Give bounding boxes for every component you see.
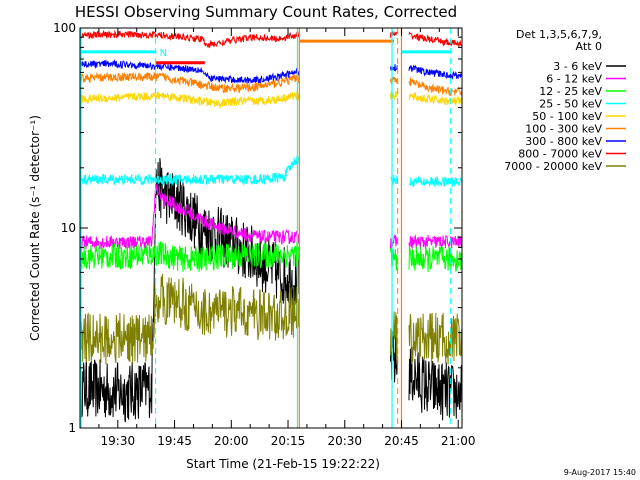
timestamp: 9-Aug-2017 15:40 — [564, 468, 636, 477]
x-tick-label: 20:00 — [214, 434, 249, 448]
x-tick-label: 19:30 — [101, 434, 136, 448]
legend-label-7000-20000-kev: 7000 - 20000 keV — [504, 160, 602, 173]
legend-label-100-300-kev: 100 - 300 keV — [525, 123, 602, 136]
series-line-50-100-kev — [80, 90, 462, 110]
legend-label-3-6-kev: 3 - 6 keV — [553, 60, 602, 73]
legend-label-6-12-kev: 6 - 12 keV — [546, 73, 602, 86]
x-tick-label: 20:15 — [271, 434, 306, 448]
y-tick-label: 100 — [53, 21, 76, 35]
y-tick-label: 10 — [61, 221, 76, 235]
chart-title: HESSI Observing Summary Count Rates, Cor… — [75, 3, 457, 21]
marker-label: N — [160, 48, 167, 59]
plot-area: N 1 10 100 19:30 19:45 20:00 20:15 20:30 20:45 21:… — [53, 21, 475, 448]
series-line-300-800-kev — [80, 59, 462, 84]
x-tick-label: 21:00 — [441, 434, 476, 448]
plot-frame — [79, 27, 463, 429]
x-tick-label: 20:30 — [327, 434, 362, 448]
series-line-800-7000-kev — [80, 29, 462, 49]
legend-header-detectors: Det 1,3,5,6,7,9, — [516, 28, 602, 41]
x-tick-label: 20:45 — [384, 434, 419, 448]
series-line-7000-20000-kev — [80, 274, 462, 365]
legend-label-12-25-kev: 12 - 25 keV — [539, 85, 602, 98]
legend-label-800-7000-kev: 800 - 7000 keV — [518, 148, 602, 161]
x-tick-label: 19:45 — [157, 434, 192, 448]
legend-label-25-50-kev: 25 - 50 keV — [539, 98, 602, 111]
y-tick-label: 1 — [68, 421, 76, 435]
series-line-25-50-kev — [80, 155, 462, 188]
legend-header-attenuator: Att 0 — [576, 40, 602, 53]
series-line-6-12-kev — [80, 183, 462, 250]
data-layer: N — [80, 28, 462, 428]
legend-label-300-800-kev: 300 - 800 keV — [525, 135, 602, 148]
y-axis-label: Corrected Count Rate (s⁻¹ detector⁻¹) — [28, 115, 42, 341]
legend-label-50-100-kev: 50 - 100 keV — [532, 110, 602, 123]
series-line-3-6-kev — [80, 157, 462, 423]
x-axis-label: Start Time (21-Feb-15 19:22:22) — [186, 457, 380, 471]
